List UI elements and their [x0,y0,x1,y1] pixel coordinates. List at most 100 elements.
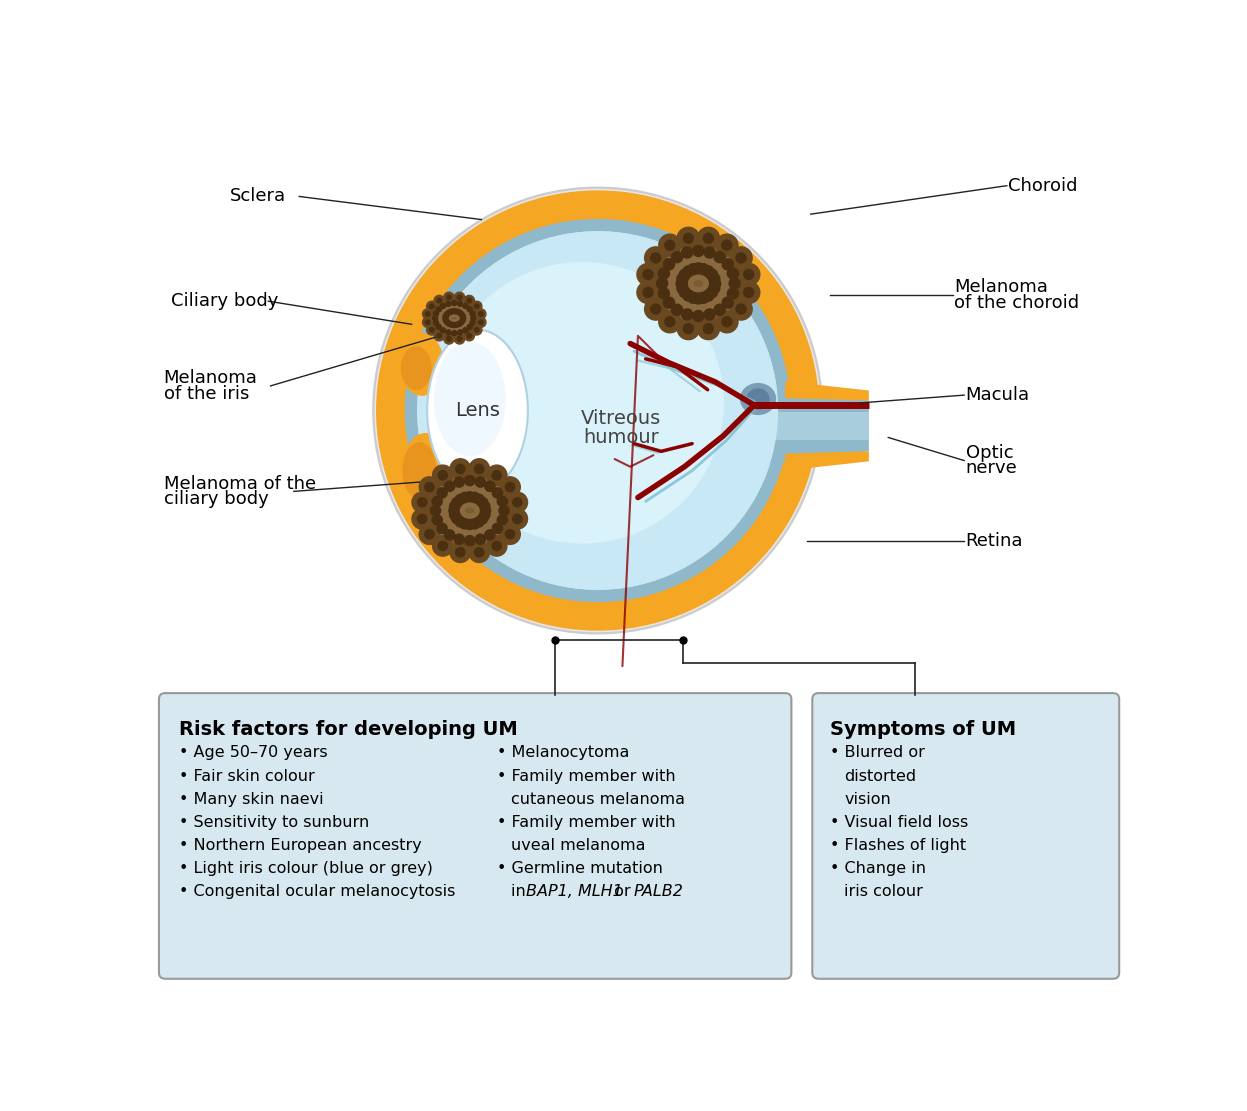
Circle shape [480,501,490,511]
Circle shape [444,481,455,491]
Circle shape [513,498,522,507]
Circle shape [449,328,459,338]
Circle shape [682,247,692,258]
Circle shape [651,272,673,294]
Circle shape [478,498,488,508]
Text: • Flashes of light: • Flashes of light [831,838,966,853]
Circle shape [443,318,449,323]
Circle shape [451,301,456,306]
Circle shape [446,492,468,512]
Circle shape [465,536,475,546]
Text: BAP1, MLH1: BAP1, MLH1 [526,884,624,899]
Circle shape [463,328,468,333]
Circle shape [412,509,433,529]
Circle shape [460,492,470,502]
Circle shape [438,326,448,336]
Circle shape [723,272,746,294]
Circle shape [508,492,527,512]
Circle shape [436,298,441,302]
Polygon shape [786,381,869,400]
Circle shape [486,536,508,557]
Circle shape [708,247,731,268]
Circle shape [454,477,464,487]
Circle shape [683,266,695,277]
Circle shape [443,299,454,309]
Circle shape [470,311,475,316]
Circle shape [443,316,448,321]
Circle shape [468,307,473,312]
Circle shape [444,504,465,526]
Circle shape [475,477,485,487]
Circle shape [692,287,715,309]
Circle shape [468,318,478,328]
Circle shape [743,288,753,298]
Circle shape [480,510,490,520]
Circle shape [458,337,461,341]
Circle shape [444,319,454,329]
Circle shape [702,266,713,277]
Circle shape [440,316,451,326]
Ellipse shape [747,389,769,409]
Circle shape [682,287,705,309]
Circle shape [657,278,667,289]
Circle shape [697,260,720,282]
Circle shape [676,241,698,263]
Circle shape [475,534,485,544]
Text: • Age 50–70 years: • Age 50–70 years [180,745,328,760]
Circle shape [683,233,693,243]
Circle shape [426,510,448,530]
Circle shape [479,320,483,324]
Circle shape [468,309,478,319]
Circle shape [643,288,653,298]
Circle shape [465,492,475,502]
Circle shape [682,258,705,280]
Polygon shape [786,451,869,471]
Circle shape [652,282,675,304]
Polygon shape [767,388,869,464]
Circle shape [703,268,726,290]
Circle shape [458,313,468,323]
Circle shape [454,309,460,314]
Circle shape [449,472,469,492]
Circle shape [445,301,451,307]
Circle shape [658,311,681,333]
Circle shape [450,459,470,479]
Circle shape [433,466,453,486]
Circle shape [637,281,660,303]
Circle shape [727,268,738,279]
Text: uveal melanoma: uveal melanoma [511,838,646,853]
Circle shape [460,514,480,534]
Circle shape [658,291,680,313]
Circle shape [722,259,733,270]
Circle shape [698,241,721,263]
Circle shape [418,232,777,589]
Circle shape [444,311,450,317]
Circle shape [480,506,490,516]
Circle shape [698,292,710,303]
Circle shape [438,301,448,311]
Circle shape [687,292,698,303]
Circle shape [375,190,821,631]
Circle shape [441,309,453,319]
Ellipse shape [403,433,449,511]
Circle shape [677,282,688,293]
Circle shape [431,518,453,539]
Circle shape [702,290,713,301]
Circle shape [450,510,460,520]
Circle shape [438,471,448,480]
Circle shape [671,272,693,294]
Circle shape [475,504,495,526]
Text: nerve: nerve [965,459,1018,478]
Circle shape [705,247,715,258]
Text: • Many skin naevi: • Many skin naevi [180,792,324,807]
Circle shape [722,262,744,284]
Circle shape [715,304,726,316]
Circle shape [443,313,449,319]
Text: • Germline mutation: • Germline mutation [496,861,662,875]
Circle shape [666,247,688,268]
Circle shape [703,323,713,333]
Circle shape [475,317,486,328]
Circle shape [637,263,660,286]
Circle shape [738,263,759,286]
Circle shape [469,542,489,562]
